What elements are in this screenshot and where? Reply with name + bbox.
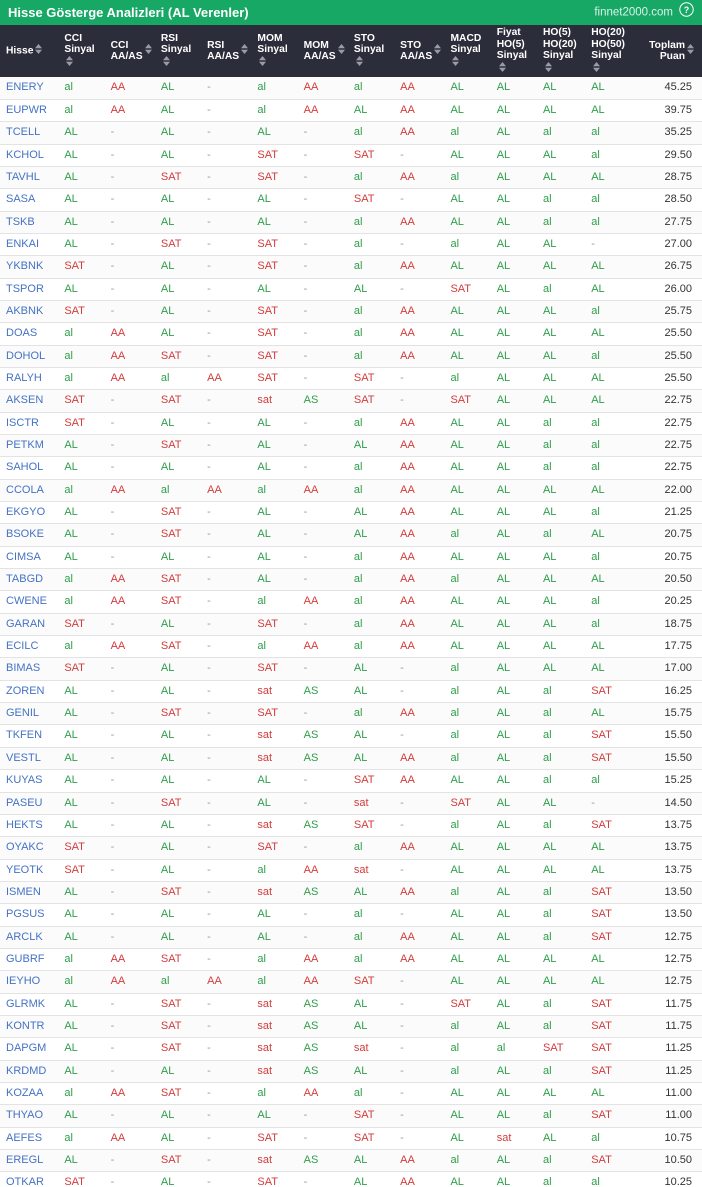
svg-text:?: ?: [684, 5, 690, 15]
